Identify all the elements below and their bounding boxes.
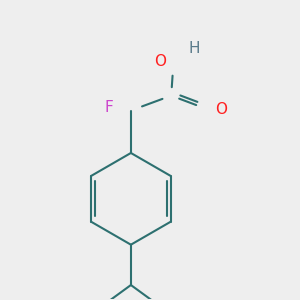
Text: O: O — [215, 102, 227, 117]
Text: F: F — [104, 100, 113, 115]
Text: O: O — [154, 54, 166, 69]
Text: H: H — [189, 41, 200, 56]
